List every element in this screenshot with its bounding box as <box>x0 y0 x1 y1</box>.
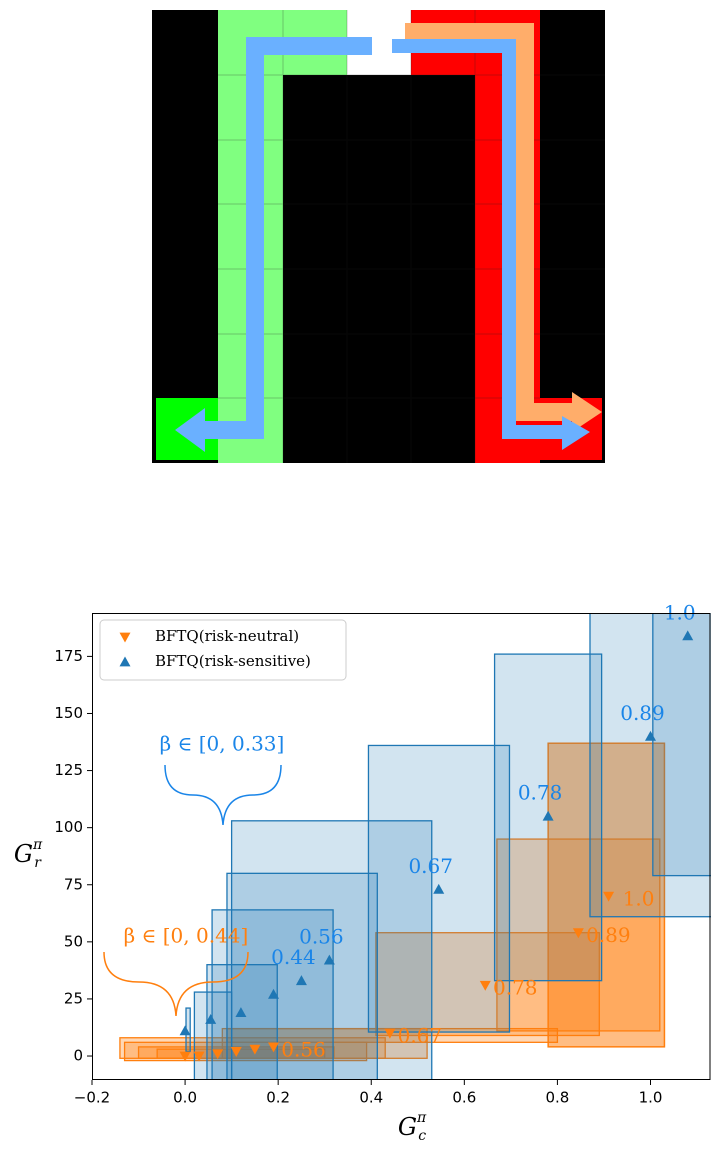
legend-label: BFTQ(risk-sensitive) <box>155 652 311 670</box>
point-label: 1.0 <box>623 887 655 911</box>
y-tick-label: 150 <box>54 704 83 722</box>
ylabel-sub: r <box>34 855 42 871</box>
point-label: 0.56 <box>299 925 344 949</box>
xlabel-sup: π <box>416 1110 427 1126</box>
y-tick-label: 175 <box>54 647 83 665</box>
point-label: 0.89 <box>586 923 631 947</box>
x-tick-label: 0.0 <box>173 1089 197 1107</box>
y-tick-label: 100 <box>54 818 83 836</box>
figure: 0.560.670.780.891.00.440.560.670.780.891… <box>0 0 711 1149</box>
y-tick-label: 75 <box>64 875 83 893</box>
point-label: 0.67 <box>408 854 453 878</box>
legend-label: BFTQ(risk-neutral) <box>155 627 299 645</box>
x-tick-label: 0.2 <box>266 1089 290 1107</box>
point-label: 1.0 <box>664 600 696 624</box>
y-tick-label: 50 <box>64 932 83 950</box>
blue-brace <box>165 765 281 825</box>
box <box>653 599 711 875</box>
point-label: 0.89 <box>620 701 665 725</box>
xlabel-base: G <box>398 1113 417 1141</box>
grid-world <box>152 10 605 463</box>
y-tick-label: 125 <box>54 761 83 779</box>
y-tick-label: 25 <box>64 989 83 1007</box>
ylabel-base: G <box>14 840 33 868</box>
annotation: β ∈ [0, 0.33] <box>160 732 285 756</box>
x-tick-label: 0.4 <box>359 1089 383 1107</box>
x-tick-label: 0.8 <box>545 1089 569 1107</box>
point-label: 0.78 <box>493 976 538 1000</box>
point-label: 0.44 <box>271 945 316 969</box>
x-tick-label: 1.0 <box>639 1089 663 1107</box>
annotation: β ∈ [0, 0.44] <box>124 924 249 948</box>
point-label: 0.67 <box>398 1024 443 1048</box>
point-label: 0.56 <box>281 1037 326 1061</box>
xlabel-sub: c <box>418 1128 426 1144</box>
x-tick-label: −0.2 <box>74 1089 110 1107</box>
x-tick-label: 0.6 <box>452 1089 476 1107</box>
ylabel-sup: π <box>32 837 43 853</box>
y-tick-label: 0 <box>73 1047 83 1065</box>
point-label: 0.78 <box>518 781 563 805</box>
